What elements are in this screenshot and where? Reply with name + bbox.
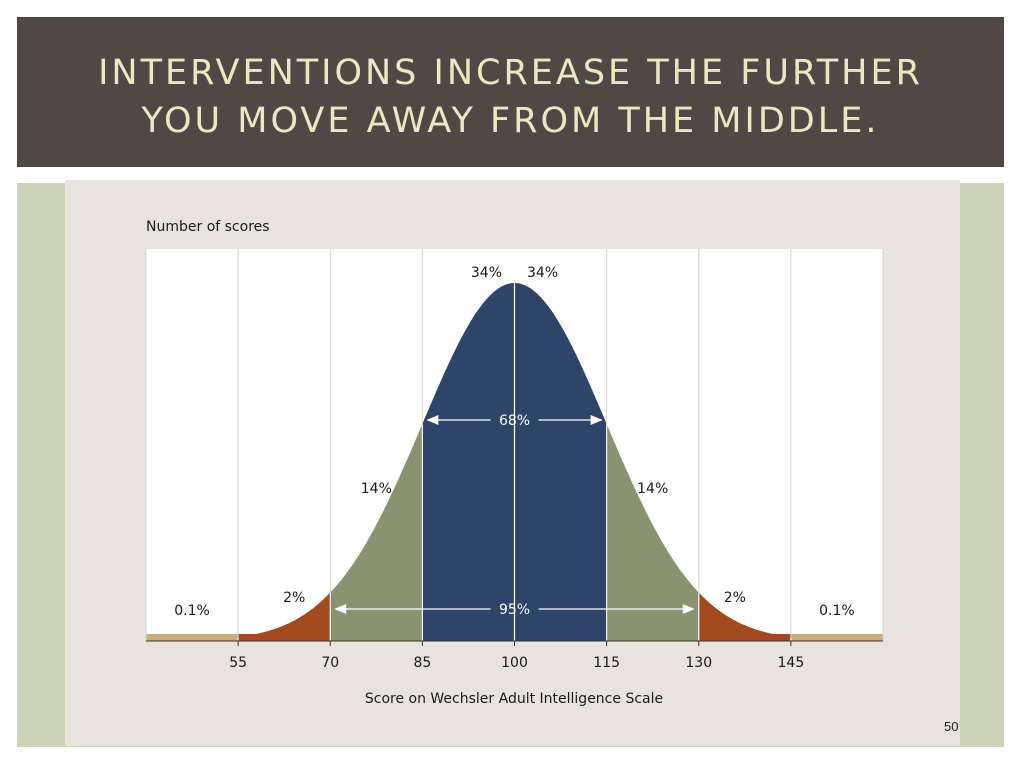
slide-title-line-1: INTERVENTIONS INCREASE THE FURTHER [98, 53, 923, 93]
x-tick-label-70: 70 [321, 655, 339, 671]
range-95%: 95% [334, 602, 695, 618]
normal-distribution-chart: 55 70 85 100 115 130 145 0.1%2%14%34% 34%14%2%0… [145, 219, 884, 707]
band-label-100-115: 34% [527, 265, 558, 281]
range-68%: 68% [426, 413, 603, 429]
range-arrow-left [426, 415, 439, 425]
band-130-145 [698, 592, 791, 641]
band-label-85-100: 34% [471, 265, 502, 281]
range-arrow-right [682, 604, 695, 614]
range-annotations: 68% 95% [334, 413, 695, 618]
x-axis [146, 640, 883, 646]
y-axis-label: Number of scores [146, 219, 270, 235]
distribution-bands [146, 283, 883, 641]
x-tick-labels: 55 70 85 100 115 130 145 [229, 655, 804, 671]
band-label-130-145: 2% [724, 590, 746, 606]
x-tick-label-115: 115 [593, 655, 620, 671]
band-label-40-55: 0.1% [174, 603, 210, 619]
grid-lines [145, 249, 884, 641]
x-tick-label-130: 130 [685, 655, 712, 671]
title-bar: INTERVENTIONS INCREASE THE FURTHER YOU M… [17, 17, 1004, 167]
band-100-115 [514, 283, 607, 641]
band-40-55 [146, 634, 239, 641]
slide-number: 50 [944, 719, 959, 734]
slide-title: INTERVENTIONS INCREASE THE FURTHER YOU M… [17, 49, 1004, 145]
x-tick-label-85: 85 [413, 655, 431, 671]
x-tick-label-100: 100 [501, 655, 528, 671]
band-label-55-70: 2% [283, 590, 305, 606]
range-label-95%: 95% [499, 602, 530, 618]
x-tick-label-55: 55 [229, 655, 247, 671]
slide-title-line-2: YOU MOVE AWAY FROM THE MIDDLE. [141, 101, 880, 141]
x-axis-label: Score on Wechsler Adult Intelligence Sca… [365, 691, 663, 707]
band-labels: 0.1% 2% 14% 34% 34% 14% 2% 0.1% [174, 265, 854, 619]
range-label-68%: 68% [499, 413, 530, 429]
band-label-70-85: 14% [361, 481, 392, 497]
band-145-160 [790, 634, 883, 641]
band-115-130 [606, 423, 699, 641]
range-arrow-left [334, 604, 347, 614]
chart-panel: 55 70 85 100 115 130 145 0.1% 2% 14% 34% 34% 14% 2% 0… [65, 180, 960, 746]
band-label-115-130: 14% [637, 481, 668, 497]
x-tick-label-145: 145 [778, 655, 805, 671]
range-arrow-right [590, 415, 603, 425]
band-55-70 [238, 592, 331, 641]
band-label-145-160: 0.1% [819, 603, 855, 619]
band-70-85 [330, 423, 423, 641]
band-85-100 [422, 283, 515, 641]
